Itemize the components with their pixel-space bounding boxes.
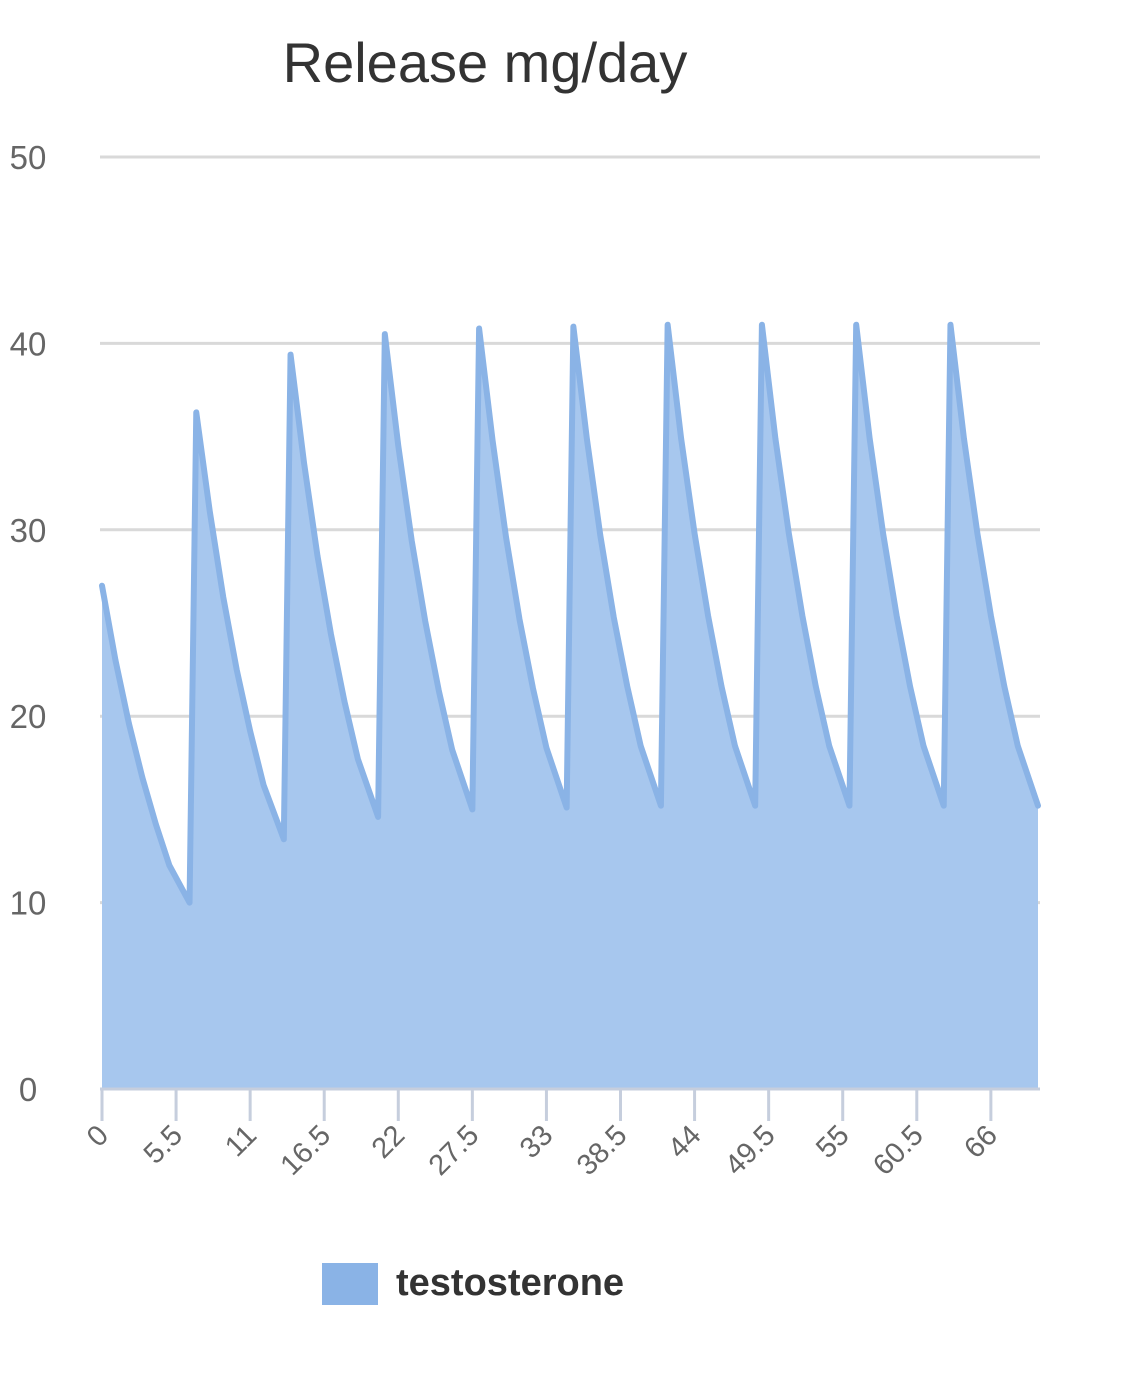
y-tick-label-20: 20 [10,698,47,735]
legend: testosterone [322,1262,624,1305]
x-tick-label-12: 66 [958,1119,1003,1164]
x-tick-label-11: 60.5 [867,1119,930,1182]
y-tick-label-40: 40 [10,325,47,362]
legend-swatch-testosterone [322,1262,378,1305]
x-tick-label-7: 38.5 [571,1119,634,1182]
x-tick-label-1: 5.5 [138,1119,189,1170]
x-axis: 0 5.5 11 16.5 22 27.5 33 38.5 44 49.5 55 60.5 66 [81,1087,1040,1182]
legend-label-testosterone: testosterone [396,1262,625,1304]
x-tick-label-0: 0 [81,1119,115,1153]
x-tick-label-4: 22 [366,1119,411,1164]
x-tick-label-2: 11 [219,1119,263,1163]
y-tick-label-0: 0 [19,1071,37,1108]
y-tick-label-10: 10 [10,885,47,922]
y-tick-label-30: 30 [10,512,47,549]
chart-title: Release mg/day [282,31,688,94]
series-area [99,321,1041,1089]
y-tick-label-50: 50 [10,139,47,176]
series-line-testosterone [99,321,1041,906]
x-tick-label-5: 27.5 [423,1119,486,1182]
x-tick-label-10: 55 [810,1119,855,1164]
y-axis-ticks: 0 10 20 30 40 50 [10,139,47,1108]
x-tick-label-6: 33 [514,1119,559,1164]
x-tick-label-3: 16.5 [275,1119,338,1182]
x-tick-label-9: 49.5 [719,1119,782,1182]
x-tick-label-8: 44 [662,1119,707,1164]
